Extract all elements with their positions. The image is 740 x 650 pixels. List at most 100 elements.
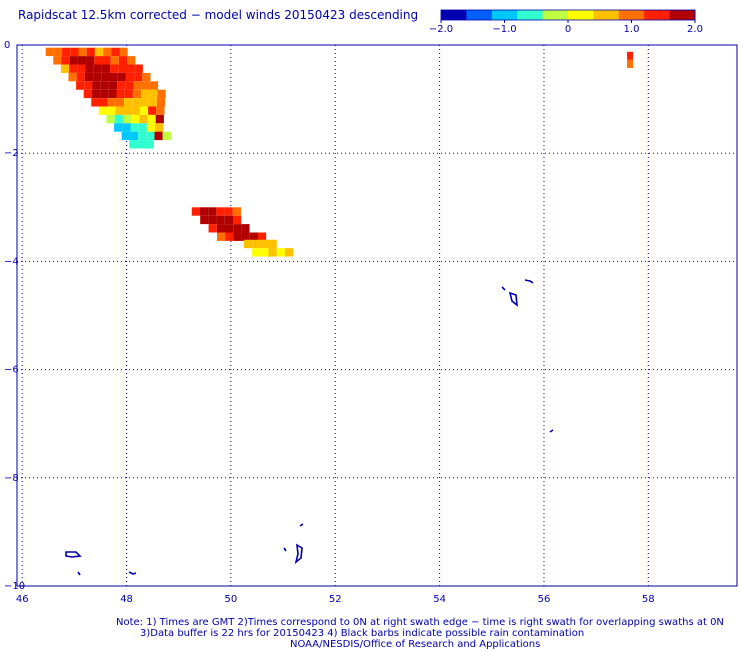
swath-cell (142, 72, 151, 82)
swath-cell (145, 140, 154, 149)
swath-cell (157, 89, 166, 99)
island-outline (501, 286, 506, 291)
swath-cell (243, 239, 253, 249)
swath-cell (114, 114, 123, 124)
swath-cell (131, 114, 140, 124)
y-tick-label: 0 (4, 40, 10, 51)
swath-cell (125, 81, 134, 90)
swath-cell (100, 81, 109, 90)
island-outline (77, 571, 81, 576)
swath-cell (91, 89, 101, 99)
swath-cell (118, 56, 128, 65)
swath-cell (260, 239, 269, 249)
island-outline (299, 523, 304, 527)
swath-cell (45, 47, 54, 57)
colorbar-swatch (644, 10, 671, 20)
swath-cell (216, 232, 226, 241)
island-outline (283, 547, 287, 552)
swath-cell (139, 114, 148, 124)
swath-cell (84, 72, 94, 82)
swath-cell (257, 232, 267, 241)
swath-cell (123, 106, 132, 115)
swath-cell (86, 47, 95, 57)
colorbar-tick-label: 2.0 (687, 24, 703, 35)
swath-cell (129, 131, 139, 141)
swath-cell (53, 56, 62, 65)
y-tick-label: −4 (4, 256, 19, 267)
x-tick-label: 54 (433, 594, 446, 605)
x-axis-ticks: 46 48 50 52 54 56 58 (16, 594, 655, 605)
swath-cell (216, 224, 225, 233)
swath-cell (129, 140, 138, 149)
swath-cell (103, 47, 112, 57)
swath-cell (191, 207, 200, 216)
x-tick-label: 48 (120, 594, 133, 605)
swath-cell (92, 81, 101, 90)
swath-cell (77, 56, 87, 65)
swath-cell (208, 224, 217, 233)
swath-cell (146, 131, 155, 141)
swath-cell (98, 106, 108, 115)
swath-cell (60, 64, 70, 73)
footnote-line-2: 3)Data buffer is 22 hrs for 20150423 4) … (140, 628, 585, 639)
y-tick-label: −10 (4, 581, 25, 592)
swath-cell (70, 47, 79, 57)
x-tick-label: 58 (642, 594, 655, 605)
swath-cell (141, 81, 150, 90)
swath-cell (108, 81, 118, 90)
swath-cell (110, 56, 119, 65)
swath-cell (76, 81, 85, 90)
swath-cell (208, 207, 217, 216)
swath-cell (252, 248, 261, 257)
colorbar-swatch (441, 10, 467, 20)
swath-cell (141, 89, 150, 99)
swath-cell (148, 98, 157, 107)
island-outline (508, 291, 518, 307)
swath-cell (224, 207, 233, 216)
swath-cell (100, 89, 109, 99)
swath-cell (111, 47, 120, 57)
colorbar-swatch (542, 10, 569, 20)
swath-cell (85, 64, 94, 73)
swath-cell (108, 89, 117, 99)
colorbar-tick-label: −1.0 (492, 24, 516, 35)
island-outline (524, 279, 534, 284)
footnote-line-3: NOAA/NESDIS/Office of Research and Appli… (290, 639, 541, 650)
swath-cell (148, 106, 157, 115)
swath-cell (94, 56, 103, 65)
swath-cell (62, 47, 71, 57)
swath-cell (199, 207, 209, 216)
swath-cell (124, 98, 133, 107)
x-tick-label: 46 (16, 594, 29, 605)
colorbar-tick-label: −2.0 (429, 24, 453, 35)
swath-cell (132, 89, 142, 99)
colorbar-swatch (491, 10, 518, 20)
swath-cell (115, 98, 125, 107)
footnote-line-1: Note: 1) Times are GMT 2)Times correspon… (116, 617, 724, 628)
swath-cell (146, 123, 156, 132)
swath-cell (119, 47, 128, 57)
swath-cell (118, 64, 127, 73)
y-tick-label: −8 (4, 473, 19, 484)
swath-cell (138, 123, 147, 132)
swath-cell (99, 98, 108, 107)
swath-cell (69, 56, 78, 65)
y-tick-label: −2 (4, 148, 19, 159)
island-outline (128, 571, 137, 575)
swath-cell (140, 98, 149, 107)
swath-cell (216, 207, 225, 216)
x-tick-label: 56 (538, 594, 551, 605)
swath-cell (101, 72, 110, 82)
swath-cell (130, 123, 139, 132)
y-axis-ticks: 0 −2 −4 −6 −8 −10 (4, 40, 25, 592)
swath-cell (121, 131, 130, 141)
swath-cell (156, 106, 165, 115)
swath-cell (109, 72, 118, 82)
swath-cell (156, 98, 166, 107)
swath-cell (93, 64, 102, 73)
isolated-cell (627, 59, 634, 68)
swath-cell (107, 106, 116, 115)
swath-cell (93, 72, 102, 82)
heatmap-cells (45, 47, 634, 257)
swath-cell (117, 72, 126, 82)
